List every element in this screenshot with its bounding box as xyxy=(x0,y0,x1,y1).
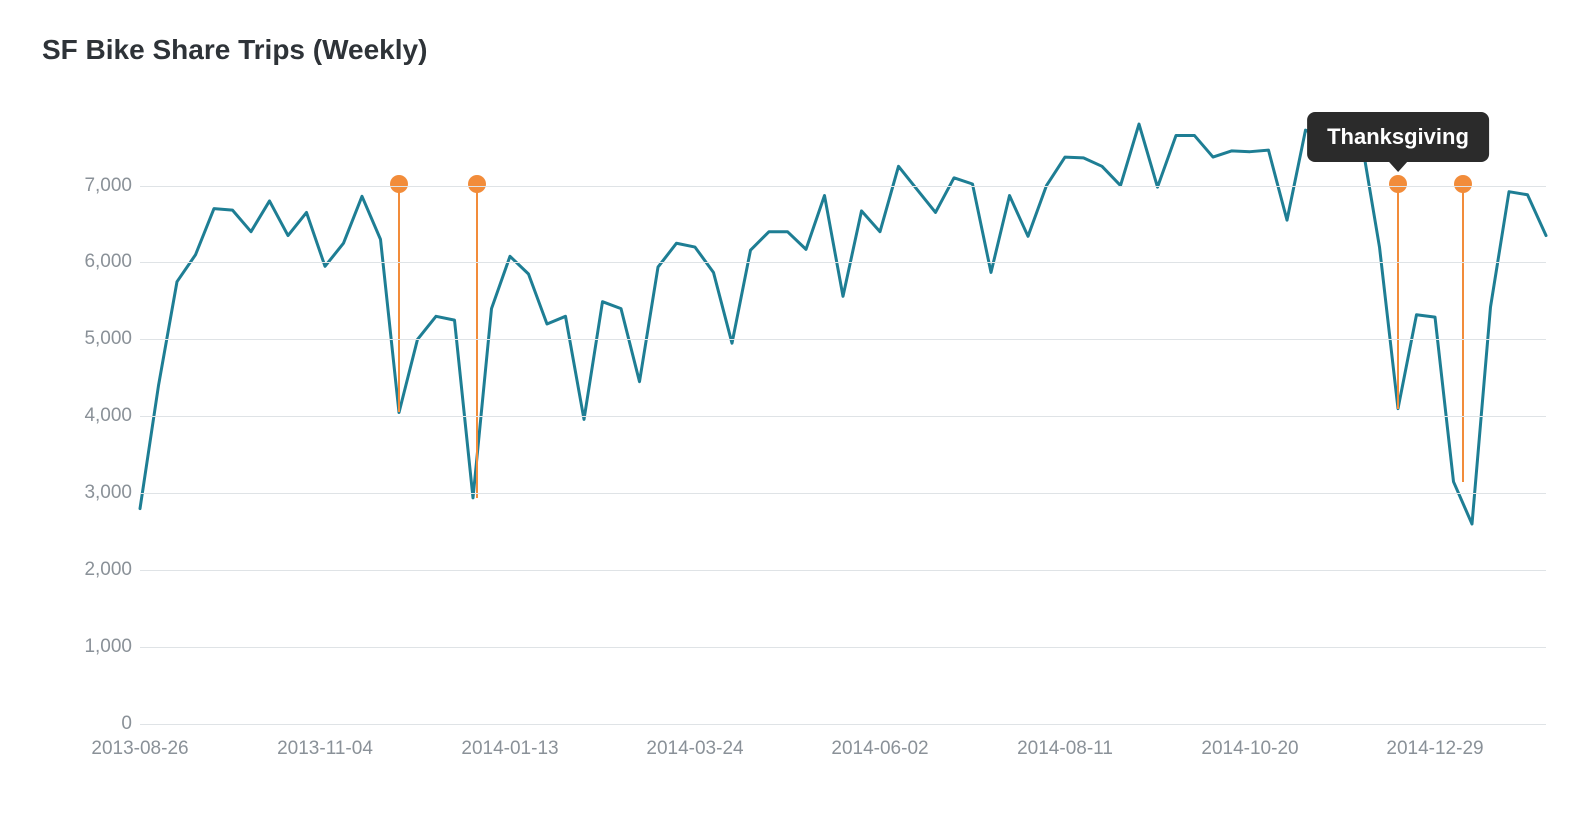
x-tick-label: 2014-06-02 xyxy=(831,738,928,760)
chart-area: Thanksgiving 0 1,000 2,000 3,000 4,000 5,000 6… xyxy=(40,74,1552,794)
annotation-marker[interactable] xyxy=(1389,175,1407,193)
y-tick-label: 2,000 xyxy=(84,559,132,581)
y-tick-label: 0 xyxy=(121,713,132,735)
annotation-line xyxy=(1462,184,1464,482)
gridline xyxy=(140,570,1546,571)
y-tick-label: 6,000 xyxy=(84,251,132,273)
plot-region[interactable]: Thanksgiving xyxy=(140,124,1546,724)
x-tick-label: 2014-12-29 xyxy=(1386,738,1483,760)
gridline xyxy=(140,647,1546,648)
y-tick-label: 4,000 xyxy=(84,405,132,427)
annotation-line xyxy=(476,184,478,498)
annotation-line xyxy=(398,184,400,412)
y-tick-label: 3,000 xyxy=(84,482,132,504)
annotation-marker[interactable] xyxy=(1454,175,1472,193)
gridline xyxy=(140,724,1546,725)
x-tick-label: 2014-08-11 xyxy=(1017,738,1113,760)
gridline xyxy=(140,262,1546,263)
x-tick-label: 2013-08-26 xyxy=(91,738,188,760)
annotation-line xyxy=(1397,184,1399,409)
x-tick-label: 2013-11-04 xyxy=(277,738,373,760)
line-series xyxy=(140,124,1546,724)
gridline xyxy=(140,186,1546,187)
x-tick-label: 2014-10-20 xyxy=(1201,738,1298,760)
y-tick-label: 7,000 xyxy=(84,175,132,197)
chart-title: SF Bike Share Trips (Weekly) xyxy=(42,34,1552,66)
x-tick-label: 2014-03-24 xyxy=(646,738,743,760)
annotation-marker[interactable] xyxy=(468,175,486,193)
annotation-marker[interactable] xyxy=(390,175,408,193)
gridline xyxy=(140,416,1546,417)
x-tick-label: 2014-01-13 xyxy=(461,738,558,760)
y-tick-label: 5,000 xyxy=(84,328,132,350)
gridline xyxy=(140,493,1546,494)
gridline xyxy=(140,339,1546,340)
chart-container: SF Bike Share Trips (Weekly) Thanksgivin… xyxy=(0,0,1592,830)
y-tick-label: 1,000 xyxy=(84,636,132,658)
tooltip: Thanksgiving xyxy=(1307,112,1489,162)
